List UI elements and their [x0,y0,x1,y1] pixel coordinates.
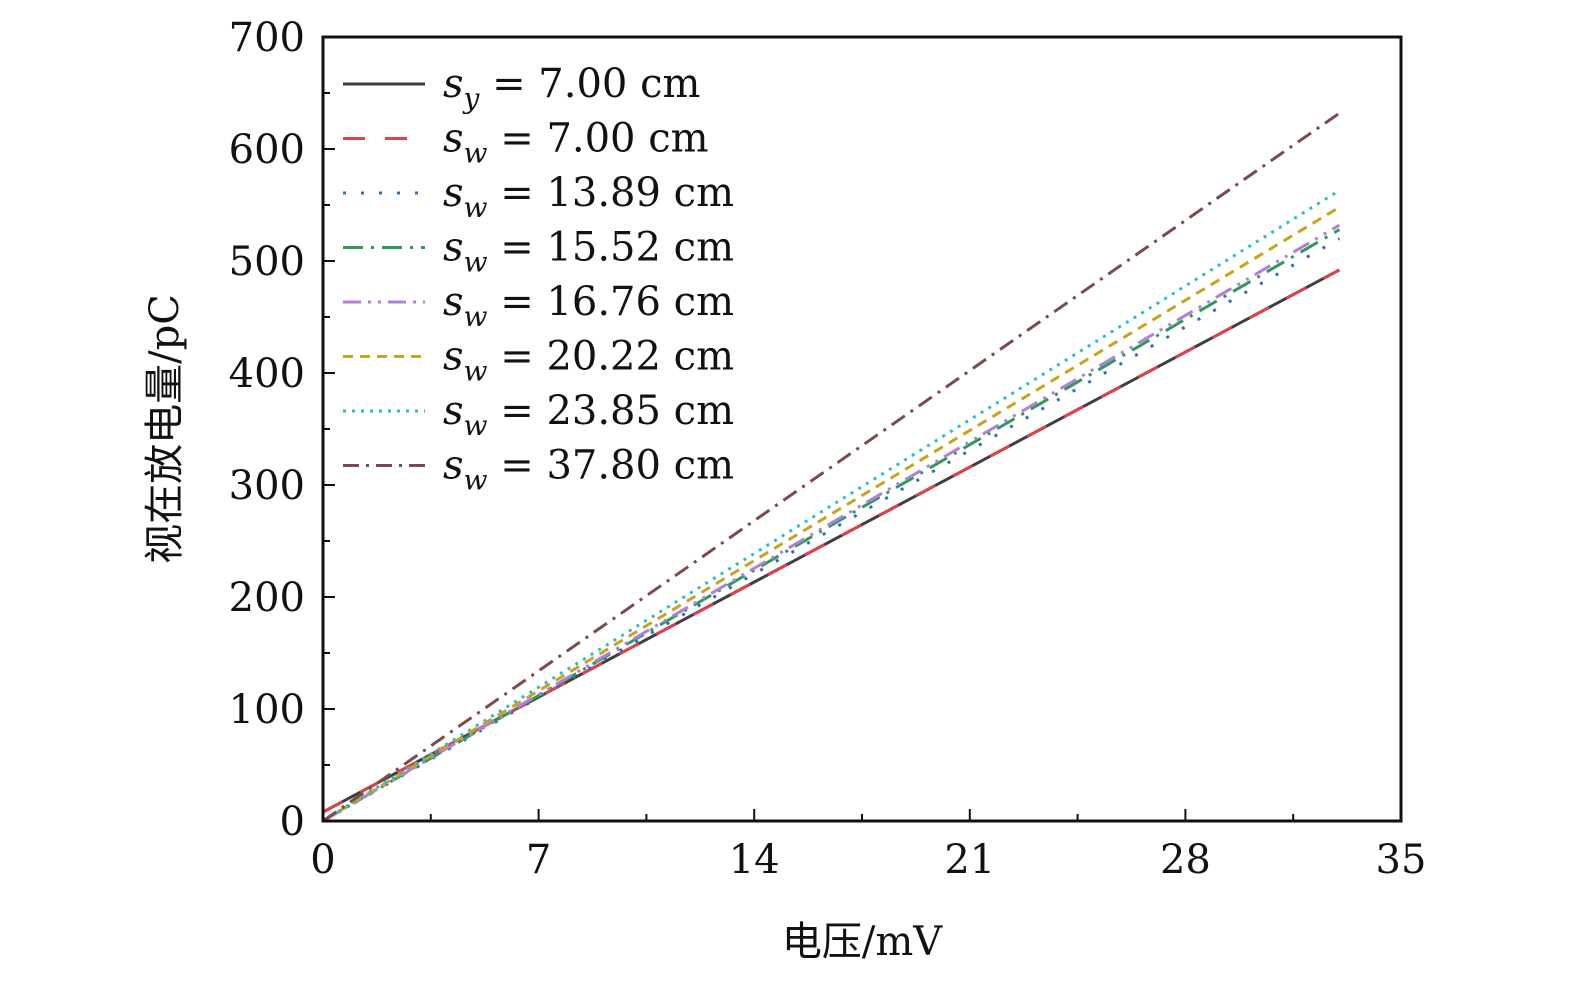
y-tick-label: 200 [229,575,305,621]
y-axis-title: 视在放电量/pC [142,294,188,564]
y-tick-label: 300 [229,463,305,509]
legend-label-5: sw = 20.22 cm [443,334,734,388]
x-tick-label: 21 [944,837,995,883]
x-tick-label: 28 [1160,837,1211,883]
y-tick-label: 100 [229,687,305,733]
legend-label-3: sw = 15.52 cm [443,225,734,279]
y-tick-label: 500 [229,239,305,285]
y-tick-label: 600 [229,127,305,173]
legend-label-2: sw = 13.89 cm [443,170,734,224]
x-tick-label: 0 [310,837,335,883]
series-line-7 [322,111,1341,823]
legend-label-0: sy = 7.00 cm [443,61,700,115]
y-tick-label: 0 [280,799,305,845]
series-line-6 [322,189,1341,823]
legend-label-1: sw = 7.00 cm [443,116,709,170]
y-tick-label: 700 [229,15,305,61]
legend-label-6: sw = 23.85 cm [443,388,734,442]
series-line-4 [322,223,1341,823]
legend-label-7: sw = 37.80 cm [443,443,734,497]
y-tick-label: 400 [229,351,305,397]
series-layer [322,111,1341,823]
ticks-layer: 0 7 14 21 28 35 0 100 200 300 400 500 600 700 [229,15,1427,883]
x-tick-label: 35 [1376,837,1427,883]
x-axis-title: 电压/mV [782,919,943,965]
x-tick-label: 14 [729,837,780,883]
legend-label-4: sw = 16.76 cm [443,279,734,333]
series-line-5 [322,205,1341,823]
x-tick-label: 7 [526,837,551,883]
